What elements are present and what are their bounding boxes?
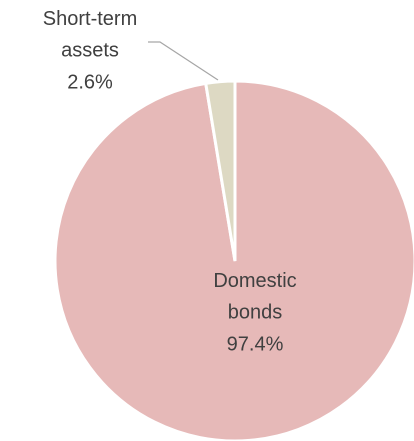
slice-label: Domestic bonds [213,270,296,324]
slice-value-label: 97.4% [227,333,284,355]
slice-value-label: 2.6% [67,71,113,93]
slice-label: Short-term assets [43,8,137,62]
pie-slice [204,79,237,262]
leader-line [148,41,219,81]
